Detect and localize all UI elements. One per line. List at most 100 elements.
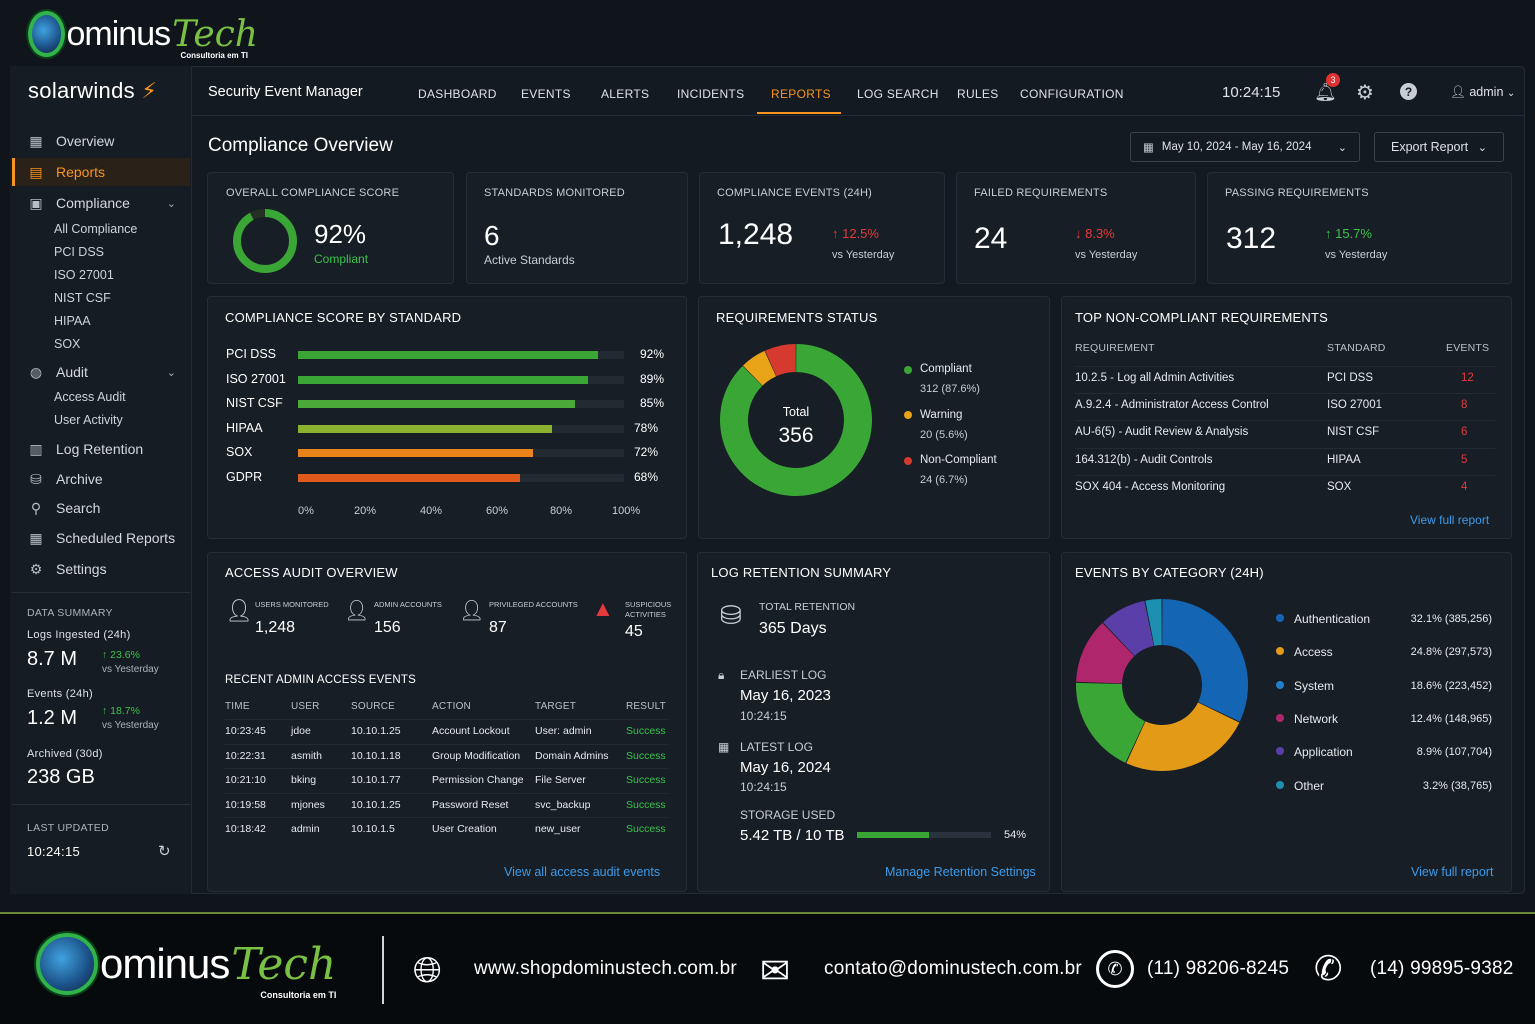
target-cell: Domain Admins [535, 749, 609, 762]
sidebar-sub-sox[interactable]: SOX [54, 337, 81, 351]
sidebar-item-scheduled-reports[interactable]: ▦ Scheduled Reports [29, 529, 176, 547]
user-menu[interactable]: 👤︎ admin ⌄ [1450, 85, 1515, 100]
sidebar-sub-user-activity[interactable]: User Activity [54, 413, 123, 427]
latest-log-time: 10:24:15 [740, 780, 787, 794]
kpi-standards [466, 172, 688, 284]
manage-retention-link[interactable]: Manage Retention Settings [885, 865, 1036, 879]
card-title: COMPLIANCE SCORE BY STANDARD [225, 310, 462, 325]
tab-rules[interactable]: RULES [957, 87, 999, 101]
sidebar-item-log-retention[interactable]: ▥ Log Retention [29, 440, 144, 458]
legend-value: 20 (5.6%) [920, 429, 968, 441]
stat-value: 1,248 [255, 619, 296, 636]
legend-value: 24 (6.7%) [920, 474, 968, 486]
brand-tagline: Consultoria em TI [180, 51, 248, 60]
latest-log-date: May 16, 2024 [740, 759, 831, 776]
refresh-icon[interactable]: ↻ [158, 843, 171, 860]
top-bar [192, 66, 1525, 116]
bar [298, 424, 553, 433]
table-row[interactable]: AU-6(5) - Audit Review & Analysis NIST CS… [1075, 426, 1495, 446]
stat-label: PRIVILEGED ACCOUNTS [489, 600, 578, 609]
donut-slice [1076, 682, 1145, 763]
bar-label: HIPAA [226, 420, 263, 435]
report-icon: ▤ [29, 163, 43, 180]
date-range-picker[interactable]: ▦ May 10, 2024 - May 16, 2024 ⌄ [1130, 132, 1360, 162]
legend-dot [1276, 680, 1284, 689]
target-cell: File Server [535, 774, 586, 787]
row-divider [225, 719, 669, 720]
footer-divider [382, 936, 384, 1004]
kpi-compliance-score [207, 172, 454, 284]
action-cell: Permission Change [432, 774, 524, 787]
bar-label: NIST CSF [226, 396, 283, 411]
bar [298, 351, 598, 359]
score-gauge [233, 209, 297, 273]
view-full-report-link[interactable]: View full report [1411, 865, 1494, 879]
tab-incidents[interactable]: INCIDENTS [677, 87, 745, 101]
time-cell: 10:18:42 [225, 823, 266, 836]
x-tick-label: 60% [486, 505, 509, 517]
footer-whatsapp[interactable]: (11) 98206-8245 [1147, 958, 1290, 979]
card-title: TOP NON-COMPLIANT REQUIREMENTS [1075, 310, 1329, 325]
tab-dashboard[interactable]: DASHBOARD [418, 87, 497, 101]
tab-log-search[interactable]: LOG SEARCH [857, 87, 939, 101]
events-cell: 5 [1461, 453, 1468, 466]
x-tick-label: 80% [550, 505, 573, 517]
card-title: REQUIREMENTS STATUS [716, 310, 878, 325]
category-donut [1076, 599, 1248, 771]
sidebar-sub-access-audit[interactable]: Access Audit [54, 390, 126, 404]
tab-events[interactable]: EVENTS [521, 87, 571, 101]
table-row[interactable]: 164.312(b) - Audit Controls HIPAA 5 [1075, 454, 1495, 474]
sidebar-sub-pci-dss[interactable]: PCI DSS [54, 245, 105, 259]
sidebar-sub-nist-csf[interactable]: NIST CSF [54, 291, 111, 305]
storage-pct: 54% [1004, 829, 1027, 841]
kpi-delta: ↓ 8.3% [1075, 226, 1115, 241]
table-row[interactable]: 10.2.5 - Log all Admin Activities PCI DSS… [1075, 372, 1495, 392]
sidebar-item-search[interactable]: ⚲ Search [12, 494, 190, 522]
sidebar-sub-iso-27001[interactable]: ISO 27001 [54, 268, 114, 282]
kpi-value: 1,248 [718, 218, 794, 251]
tab-alerts[interactable]: ALERTS [601, 87, 650, 101]
x-tick-label: 40% [420, 505, 443, 517]
sidebar-item-audit[interactable]: ◍ Audit ⌄ [29, 363, 176, 381]
legend-label: System [1294, 678, 1335, 693]
sidebar-sub-hipaa[interactable]: HIPAA [54, 314, 91, 328]
kpi-sub: Compliant [314, 252, 369, 266]
donut-slice [742, 350, 777, 386]
archived-value: 238 GB [27, 766, 95, 788]
sidebar-item-reports[interactable]: ▤ Reports [12, 158, 190, 186]
kpi-value: 312 [1226, 222, 1277, 255]
footer-phone[interactable]: (14) 99895-9382 [1370, 958, 1514, 979]
column-header: ACTION [432, 701, 471, 712]
donut-total-value: 356 [778, 424, 814, 447]
export-report-button[interactable]: Export Report ⌄ [1374, 132, 1504, 162]
bar-value-label: 68% [634, 470, 659, 484]
x-tick-label: 0% [298, 505, 314, 517]
column-header: EVENTS [1446, 342, 1490, 354]
footer-email[interactable]: contato@dominustech.com.br [824, 958, 1082, 979]
bell-icon[interactable]: 🔔︎ [1314, 82, 1337, 102]
admin-user-icon: 👤︎ [344, 600, 370, 622]
view-audit-events-link[interactable]: View all access audit events [504, 865, 661, 879]
card-title: LOG RETENTION SUMMARY [711, 565, 892, 580]
tab-reports[interactable]: REPORTS [771, 87, 831, 101]
gear-icon[interactable]: ⚙ [1356, 82, 1374, 104]
help-icon[interactable]: ? [1400, 83, 1417, 100]
donut-total-label: Total [782, 405, 810, 419]
table-row[interactable]: SOX 404 - Access Monitoring SOX 4 [1075, 481, 1495, 501]
events-value: 1.2 M [27, 707, 78, 729]
legend-value: 18.6% (223,452) [1410, 679, 1492, 692]
legend-label: Compliant [920, 363, 972, 375]
sidebar-item-overview[interactable]: ▦ Overview [29, 132, 115, 150]
footer-website[interactable]: www.shopdominustech.com.br [474, 958, 737, 979]
calendar-icon: ▦ [718, 740, 730, 754]
sidebar-item-archive[interactable]: ⛁ Archive [12, 465, 190, 493]
user-icon: 👤︎ [1450, 85, 1466, 99]
sidebar-item-settings[interactable]: ⚙ Settings [29, 560, 107, 578]
tab-configuration[interactable]: CONFIGURATION [1020, 87, 1124, 101]
table-row[interactable]: A.9.2.4 - Administrator Access Control IS… [1075, 399, 1495, 419]
sidebar-sub-all-compliance[interactable]: All Compliance [54, 222, 138, 236]
view-full-report-link[interactable]: View full report [1410, 513, 1490, 527]
user-cell: asmith [291, 749, 322, 762]
events-cell: 6 [1461, 426, 1468, 439]
sidebar-item-compliance[interactable]: ▣ Compliance ⌄ [29, 194, 176, 212]
